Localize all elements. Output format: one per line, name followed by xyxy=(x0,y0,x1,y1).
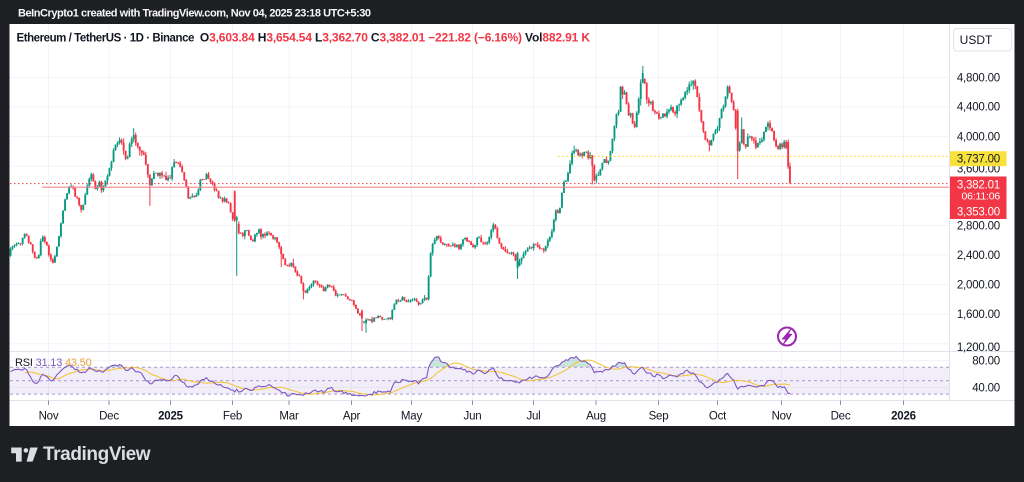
svg-text:2026: 2026 xyxy=(891,411,916,423)
svg-text:Jul: Jul xyxy=(526,411,540,423)
svg-text:4,000.00: 4,000.00 xyxy=(957,132,1000,144)
svg-text:3,600.00: 3,600.00 xyxy=(957,163,1000,175)
svg-text:80.00: 80.00 xyxy=(972,356,1000,368)
svg-text:3,737.00: 3,737.00 xyxy=(957,154,1000,166)
svg-text:2025: 2025 xyxy=(158,411,184,423)
svg-text:Apr: Apr xyxy=(343,411,361,423)
svg-text:3,382.01: 3,382.01 xyxy=(957,179,1000,191)
svg-text:1,200.00: 1,200.00 xyxy=(957,342,1000,354)
svg-text:1,600.00: 1,600.00 xyxy=(957,309,1000,321)
svg-text:40.00: 40.00 xyxy=(972,382,1000,394)
svg-text:06:11:06: 06:11:06 xyxy=(962,191,1001,203)
svg-text:Mar: Mar xyxy=(279,411,299,423)
svg-text:TradingView: TradingView xyxy=(43,444,151,465)
svg-text:Dec: Dec xyxy=(831,411,851,423)
svg-text:2,800.00: 2,800.00 xyxy=(957,220,1000,232)
svg-text:4,800.00: 4,800.00 xyxy=(957,72,1000,84)
svg-text:Nov: Nov xyxy=(39,411,59,423)
svg-text:Sep: Sep xyxy=(649,411,669,423)
svg-text:Jun: Jun xyxy=(464,411,482,423)
svg-text:May: May xyxy=(401,411,423,423)
svg-text:Feb: Feb xyxy=(223,411,242,423)
svg-text:BeInCrypto1 created with Tradi: BeInCrypto1 created with TradingView.com… xyxy=(18,8,371,20)
svg-text:Dec: Dec xyxy=(99,411,119,423)
svg-text:4,400.00: 4,400.00 xyxy=(957,102,1000,114)
svg-text:USDT: USDT xyxy=(960,33,993,47)
svg-text:Nov: Nov xyxy=(772,411,792,423)
svg-text:Ethereum / TetherUS · 1D · Bin: Ethereum / TetherUS · 1D · Binance O3,60… xyxy=(17,31,591,45)
svg-text:2,400.00: 2,400.00 xyxy=(957,250,1000,262)
svg-text:2,000.00: 2,000.00 xyxy=(957,280,1000,292)
svg-text:Aug: Aug xyxy=(586,411,606,423)
svg-text:Oct: Oct xyxy=(709,411,727,423)
svg-text:3,353.00: 3,353.00 xyxy=(957,206,1000,218)
svg-text:RSI 31.13 43.50: RSI 31.13 43.50 xyxy=(15,357,92,369)
